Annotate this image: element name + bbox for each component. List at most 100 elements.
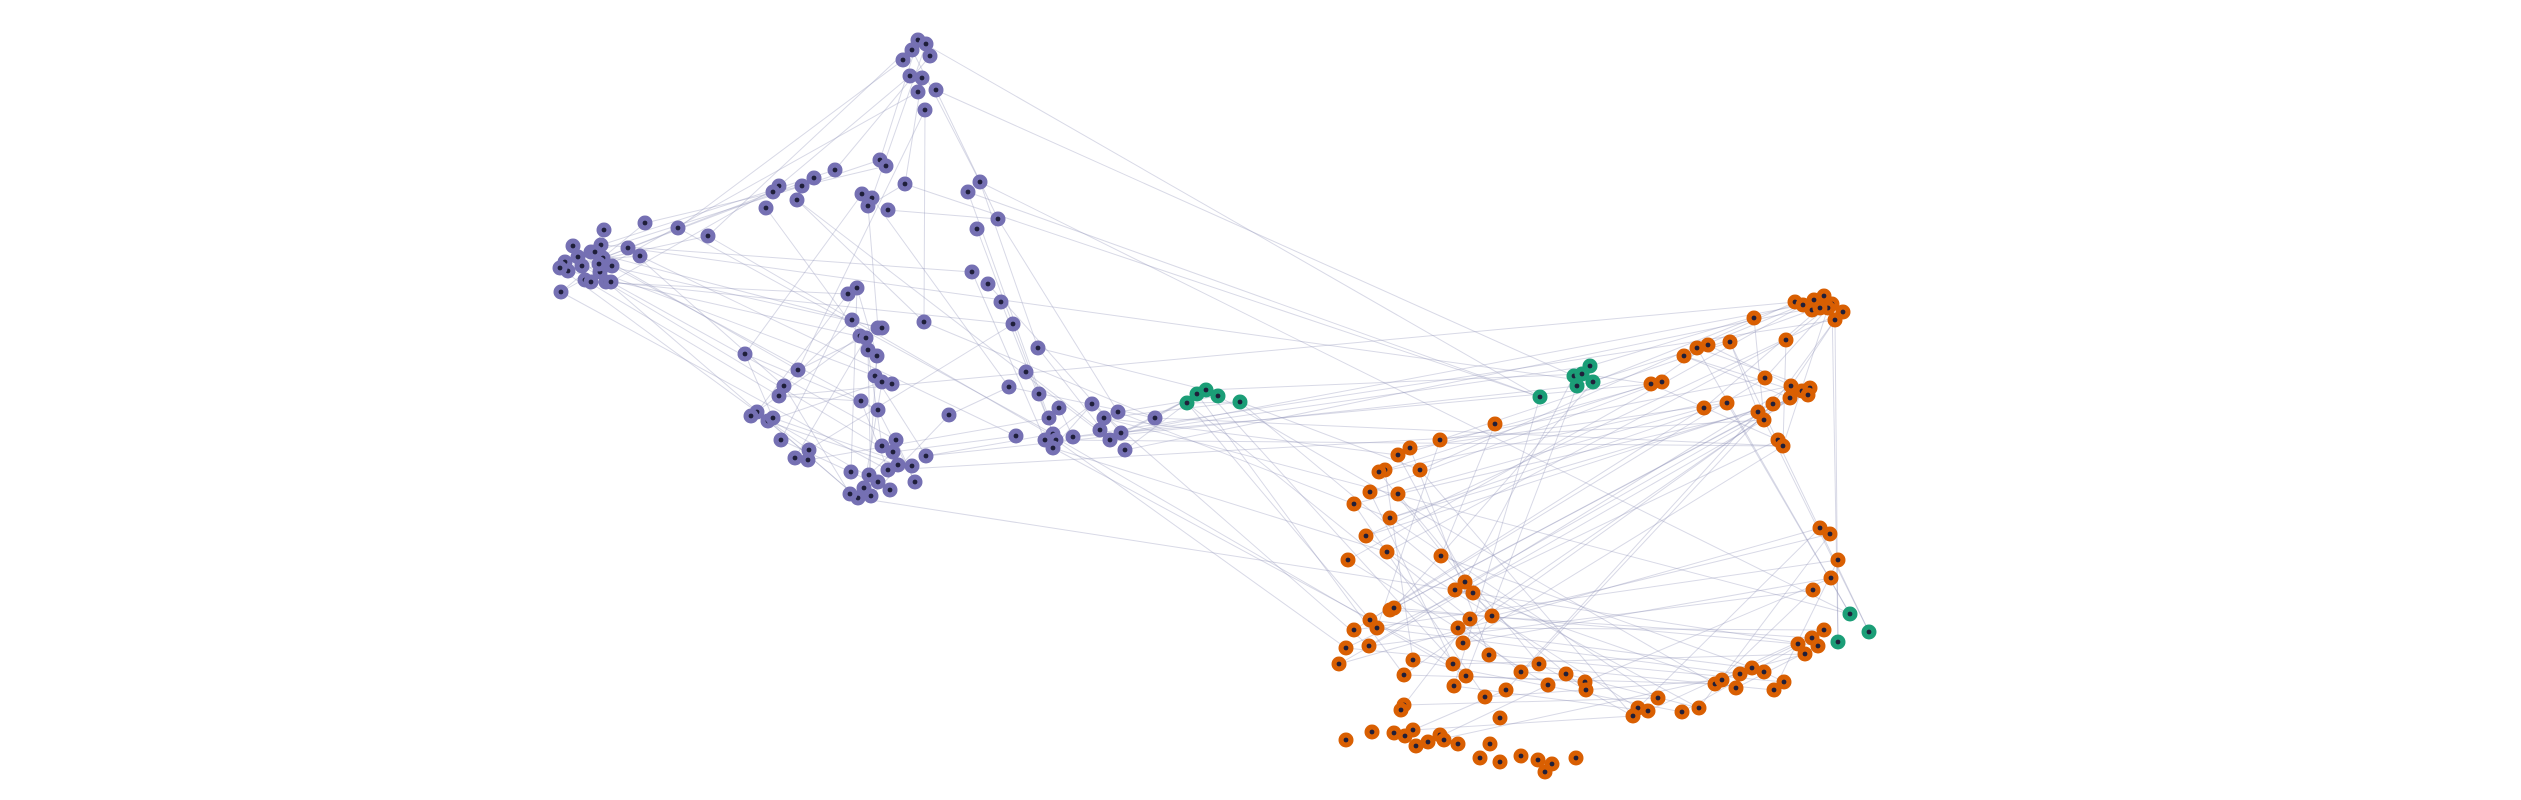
graph-edge	[744, 353, 774, 419]
node-center-dot	[1503, 687, 1509, 693]
graph-node-group-b	[1531, 656, 1547, 672]
node-center-dot	[637, 253, 643, 259]
graph-edge	[1369, 619, 1753, 669]
graph-node-group-b	[1371, 464, 1387, 480]
node-center-dot	[1835, 557, 1841, 563]
graph-node-group-a	[1051, 400, 1067, 416]
graph-edge	[925, 433, 1054, 457]
node-center-dot	[998, 299, 1004, 305]
graph-node-group-a	[874, 438, 890, 454]
node-center-dot	[1042, 437, 1048, 443]
node-center-dot	[863, 335, 869, 341]
graph-edge	[707, 39, 919, 237]
graph-edge	[948, 386, 1010, 416]
node-center-dot	[1537, 394, 1543, 400]
graph-edge	[767, 381, 883, 422]
node-center-dot	[1366, 643, 1372, 649]
graph-edge	[923, 109, 926, 323]
node-center-dot	[806, 447, 812, 453]
node-center-dot	[1410, 657, 1416, 663]
graph-node-group-b	[1338, 640, 1354, 656]
graph-edge	[1683, 355, 1791, 399]
graph-edge	[1457, 390, 1803, 629]
graph-edge	[783, 385, 851, 495]
graph-node-group-b	[1558, 666, 1574, 682]
graph-edge	[1368, 589, 1814, 647]
node-center-dot	[1118, 430, 1124, 436]
node-center-dot	[1482, 694, 1488, 700]
node-center-dot	[1215, 393, 1221, 399]
node-center-dot	[1659, 379, 1665, 385]
graph-node-group-b	[1382, 510, 1398, 526]
graph-node-group-a	[596, 222, 612, 238]
graph-node-group-a	[591, 256, 607, 272]
graph-node-group-b	[1732, 666, 1748, 682]
graph-edge	[1365, 535, 1639, 709]
node-center-dot	[1518, 669, 1524, 675]
graph-edge	[1186, 401, 1241, 404]
graph-edge	[797, 109, 926, 371]
node-center-dot	[1535, 757, 1541, 763]
node-center-dot	[1194, 391, 1200, 397]
node-center-dot	[1489, 613, 1495, 619]
graph-node-group-a	[878, 158, 894, 174]
node-center-dot	[1866, 629, 1872, 635]
graph-node-group-a	[603, 274, 619, 290]
graph-edge	[1440, 423, 1496, 557]
node-center-dot	[879, 443, 885, 449]
node-center-dot	[1407, 445, 1413, 451]
node-center-dot	[770, 189, 776, 195]
node-center-dot	[1387, 515, 1393, 521]
graph-node-group-b	[1331, 656, 1347, 672]
graph-edge	[1520, 411, 1759, 673]
node-center-dot	[861, 485, 867, 491]
node-center-dot	[879, 379, 885, 385]
graph-edge	[1025, 371, 1101, 431]
graph-node-group-c	[1585, 374, 1601, 390]
graph-edge	[1491, 533, 1831, 617]
graph-edge	[1464, 581, 1700, 709]
node-center-dot	[1573, 755, 1579, 761]
graph-node-group-b	[1390, 447, 1406, 463]
graph-node-group-a	[789, 192, 805, 208]
graph-edge	[1412, 715, 1634, 731]
graph-edge	[627, 247, 785, 387]
node-center-dot	[1574, 383, 1580, 389]
graph-node-group-a	[773, 432, 789, 448]
node-center-dot	[748, 413, 754, 419]
graph-node-group-b	[1756, 412, 1772, 428]
graph-node-group-b	[1578, 682, 1594, 698]
graph-node-group-a	[882, 482, 898, 498]
graph-edge	[1055, 439, 1347, 649]
graph-node-group-b	[1465, 585, 1481, 601]
node-center-dot	[912, 479, 918, 485]
graph-edge	[560, 91, 919, 293]
node-center-dot	[705, 233, 711, 239]
graph-edge	[1696, 347, 1851, 615]
graph-node-group-a	[765, 184, 781, 200]
graph-edge	[1386, 339, 1787, 553]
node-center-dot	[1152, 415, 1158, 421]
node-center-dot	[1410, 727, 1416, 733]
graph-node-group-b	[1455, 635, 1471, 651]
graph-edge	[1831, 303, 1839, 643]
node-center-dot	[1549, 761, 1555, 767]
graph-edge	[917, 39, 1541, 398]
graph-node-group-a	[790, 362, 806, 378]
node-center-dot	[1470, 590, 1476, 596]
graph-edge	[807, 417, 1050, 461]
graph-node-group-a	[1030, 340, 1046, 356]
graph-edge	[1052, 447, 1388, 553]
graph-edge	[1454, 589, 1737, 689]
graph-node-group-b	[1756, 664, 1772, 680]
node-center-dot	[742, 351, 748, 357]
node-center-dot	[909, 47, 915, 53]
graph-edge	[1389, 517, 1659, 699]
node-center-dot	[946, 412, 952, 418]
graph-node-group-a	[844, 312, 860, 328]
graph-node-group-b	[1640, 703, 1656, 719]
graph-node-group-a	[670, 220, 686, 236]
graph-edge	[1403, 674, 1716, 685]
graph-node-group-b	[1446, 678, 1462, 694]
graph-edge	[610, 281, 1014, 325]
